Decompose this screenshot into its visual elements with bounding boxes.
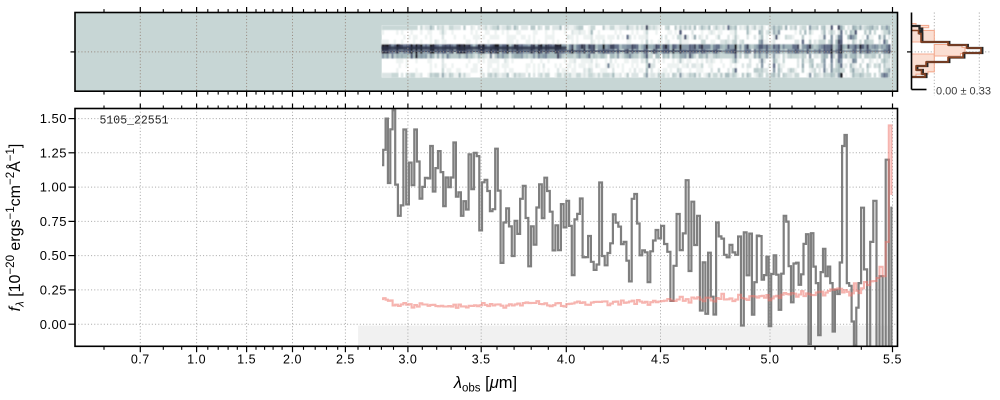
svg-text:λobs [μm]: λobs [μm]: [453, 374, 517, 395]
svg-text:5105_22551: 5105_22551: [100, 115, 169, 128]
svg-text:1.0: 1.0: [187, 353, 206, 367]
svg-text:5.0: 5.0: [761, 353, 780, 367]
svg-text:1.50: 1.50: [40, 111, 67, 126]
svg-text:5.5: 5.5: [883, 353, 902, 367]
svg-text:3.5: 3.5: [472, 353, 491, 367]
svg-text:2.0: 2.0: [283, 353, 302, 367]
svg-text:3.0: 3.0: [398, 353, 417, 367]
svg-text:1.25: 1.25: [40, 145, 67, 160]
svg-text:fλ [10−20 ergs−1cm−2Å−1]: fλ [10−20 ergs−1cm−2Å−1]: [5, 144, 27, 312]
svg-text:0.25: 0.25: [40, 283, 67, 298]
svg-text:0.75: 0.75: [40, 214, 67, 229]
svg-text:2.5: 2.5: [336, 353, 355, 367]
svg-text:0.50: 0.50: [40, 248, 67, 263]
svg-text:0.7: 0.7: [131, 353, 150, 367]
svg-text:1.5: 1.5: [237, 353, 256, 367]
svg-text:0.00 ± 0.33: 0.00 ± 0.33: [936, 86, 991, 98]
svg-text:4.0: 4.0: [557, 353, 576, 367]
svg-text:4.5: 4.5: [651, 353, 670, 367]
svg-text:0.00: 0.00: [40, 317, 67, 332]
svg-text:1.00: 1.00: [40, 180, 67, 195]
